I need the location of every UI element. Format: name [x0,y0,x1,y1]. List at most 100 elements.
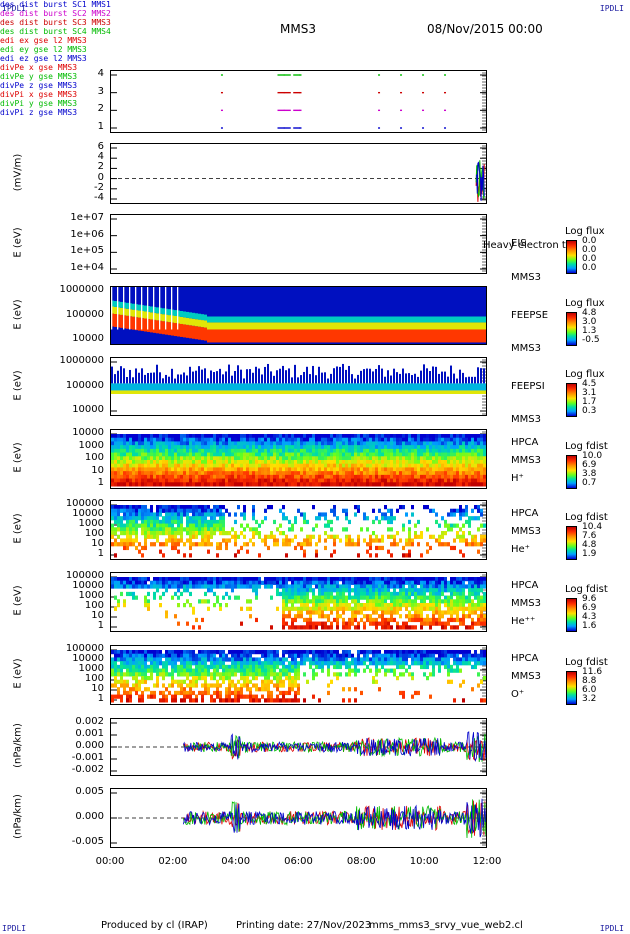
heat-cell [243,474,246,480]
heat-cell [186,324,189,338]
heat-cell [219,542,222,547]
heat-cell [411,625,414,630]
heat-cell [414,322,417,330]
heat-cell [168,463,171,468]
heat-cell [483,322,486,330]
heat-cell [279,508,282,513]
heat-cell [441,448,444,454]
heat-cell [378,365,380,384]
heat-cell [150,463,153,468]
heat-cell [459,322,462,330]
heat-cell [249,577,252,582]
heat-cell [156,653,159,658]
heat-cell [477,467,480,472]
heat-cell [324,482,327,487]
heat-cell [387,606,390,611]
heat-cell [426,603,429,608]
heat-cell [444,463,447,468]
heat-cell [219,368,221,384]
heat-cell [225,445,228,450]
heat-cell [201,519,204,525]
heat-cell [297,437,300,442]
heat-cell [114,653,117,658]
heat-cell [168,390,171,394]
heat-cell [342,471,345,476]
heat-cell [348,538,351,543]
heat-cell [147,383,150,391]
heat-cell [234,531,237,536]
heat-cell [387,519,390,525]
heat-cell [378,390,381,394]
heat-cell [117,448,120,454]
heat-cell [459,606,462,611]
heat-cell [198,313,201,320]
heat-cell [219,580,222,585]
heat-cell [273,482,276,487]
heat-cell [396,595,399,600]
heat-cell [402,584,405,589]
heat-cell [363,538,366,543]
heat-cell [399,434,402,439]
heat-cell [330,553,333,558]
heat-cell [120,577,123,582]
heat-cell [117,516,120,521]
heat-cell [189,668,192,673]
heat-cell [306,474,309,480]
heat-cell [378,603,381,608]
heat-cell [282,456,285,461]
heat-cell [150,657,153,662]
heat-cell [195,519,198,525]
heat-cell [195,463,198,468]
heat-cell [468,523,471,528]
heat-cell [174,512,177,517]
heat-cell [222,516,225,521]
heat-cell [171,657,174,662]
heat-cell [159,580,162,585]
heat-cell [366,580,369,585]
heat-cell [441,383,444,391]
heat-cell [126,538,129,543]
heat-cell [180,383,183,391]
colorbar [566,526,577,560]
heat-cell [126,448,129,454]
heat-cell [354,591,357,597]
heat-cell [228,329,231,343]
heat-cell [444,383,447,391]
heat-cell [315,467,318,472]
heat-cell [384,512,387,517]
heat-cell [207,588,210,593]
heat-cell [336,614,339,619]
heat-cell [300,467,303,472]
heat-cell [318,610,321,615]
heat-cell [171,471,174,476]
heat-cell [423,603,426,608]
heat-cell [165,538,168,543]
heat-cell [351,595,354,600]
heat-cell [264,448,267,454]
heat-cell [219,584,222,589]
heat-cell [408,603,411,608]
heat-cell [183,471,186,476]
heat-cell [300,434,303,439]
heat-cell [207,390,210,394]
heat-cell [423,445,426,450]
heat-cell [348,595,351,600]
heat-cell [333,322,336,330]
heat-cell [291,434,294,439]
heat-cell [210,322,213,330]
heat-cell [369,448,372,454]
heat-cell [354,603,357,608]
heat-cell [252,534,255,539]
heat-cell [426,437,429,442]
heat-cell [189,672,192,677]
heat-cell [171,683,174,688]
heat-cell [438,441,441,446]
heat-cell [321,588,324,593]
heat-cell [321,463,324,468]
heat-cell [153,542,156,547]
panel-side-label: He⁺ [511,544,530,555]
heat-cell [129,694,132,699]
heat-cell [189,312,192,319]
heat-cell [132,687,135,692]
heat-cell [348,452,351,457]
